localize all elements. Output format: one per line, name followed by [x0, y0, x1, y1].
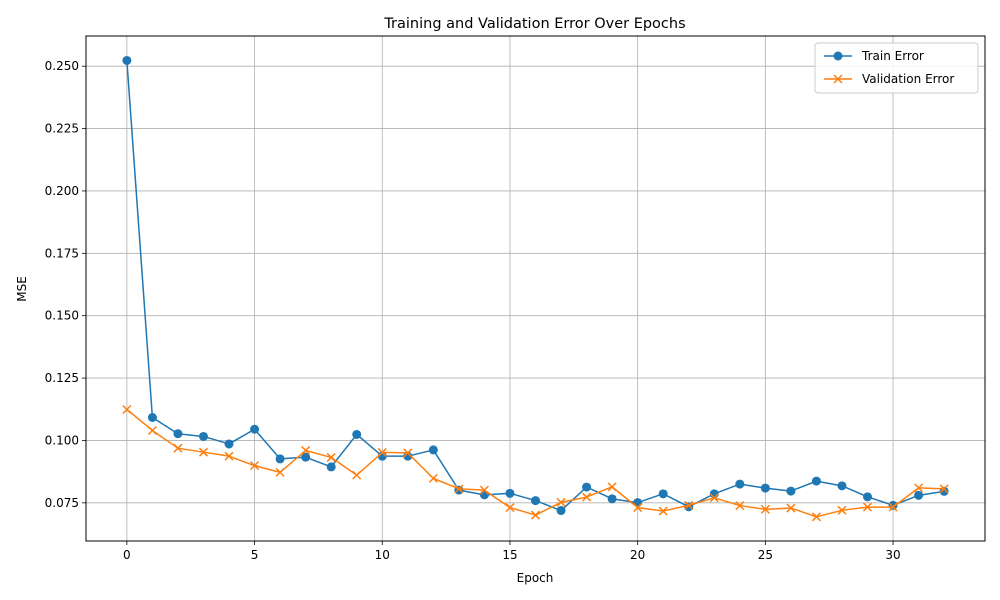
validation-error-point: [735, 501, 745, 511]
x-tick-label: 0: [123, 548, 131, 562]
train-error-point: [428, 445, 438, 455]
train-error-point: [122, 55, 132, 65]
validation-error-point: [530, 510, 541, 520]
train-error-point: [326, 462, 336, 472]
train-error-point: [735, 479, 745, 489]
x-tick-label: 30: [885, 548, 900, 562]
validation-error-point: [837, 505, 847, 515]
validation-error-point: [122, 404, 132, 415]
validation-error-point: [684, 500, 694, 510]
train-error-point: [198, 431, 208, 441]
validation-error-point: [939, 484, 949, 494]
legend-box: [814, 42, 979, 94]
x-tick-label: 25: [758, 548, 773, 562]
series-layer: [122, 55, 949, 522]
validation-error-point: [786, 503, 796, 513]
train-error-point: [914, 490, 924, 500]
train-error-point: [837, 481, 847, 491]
validation-error-point: [633, 503, 643, 513]
y-tick-label: 0.250: [45, 59, 79, 73]
y-tick-label: 0.125: [45, 371, 79, 385]
validation-error-point: [811, 512, 821, 522]
validation-error-point: [888, 502, 898, 512]
validation-error-point: [479, 485, 489, 495]
train-error-point: [403, 451, 413, 461]
train-error-point: [658, 489, 668, 499]
validation-error-point: [147, 425, 157, 435]
validation-error-point: [556, 497, 566, 507]
validation-error-point: [709, 493, 719, 503]
train-error-point: [786, 486, 796, 496]
validation-error-point: [862, 502, 873, 512]
validation-error-point: [275, 467, 285, 477]
plot-frame: [85, 35, 986, 542]
validation-error-point: [250, 461, 260, 471]
x-tick-label: 15: [502, 548, 517, 562]
validation-error-point: [454, 484, 464, 494]
train-error-point: [147, 412, 157, 422]
validation-error-point: [352, 470, 362, 480]
y-tick-label: 0.200: [45, 184, 79, 198]
train-error-point: [811, 476, 821, 486]
ticks: 0 5 10 15 20 25 30 0.075 0.100 0.125 0.150 0.175 0.2…: [45, 59, 901, 562]
validation-error-point: [760, 504, 770, 514]
x-tick-label: 10: [375, 548, 390, 562]
train-error-point: [863, 492, 873, 502]
validation-error-point: [224, 451, 234, 461]
validation-error-point: [914, 483, 924, 493]
train-error-point: [531, 496, 540, 506]
validation-error-point: [505, 503, 515, 513]
train-error-point: [352, 429, 362, 439]
validation-error-point: [582, 492, 592, 502]
legend-train-label: Train Error: [861, 49, 924, 63]
legend-train-marker: [833, 51, 843, 61]
train-error-point: [224, 439, 234, 449]
validation-error-point: [173, 443, 183, 453]
validation-error-point: [301, 445, 311, 455]
x-axis-label: Epoch: [517, 571, 554, 585]
chart-title: Training and Validation Error Over Epoch…: [383, 16, 685, 32]
y-tick-label: 0.175: [45, 246, 79, 260]
y-tick-label: 0.100: [45, 433, 79, 447]
validation-error-point: [326, 452, 336, 462]
x-tick-label: 20: [630, 548, 645, 562]
validation-error-point: [658, 506, 668, 516]
x-tick-label: 5: [251, 548, 259, 562]
validation-error-point: [607, 482, 617, 492]
legend-validation-label: Validation Error: [862, 72, 954, 86]
y-tick-label: 0.150: [45, 309, 79, 323]
train-error-point: [173, 429, 183, 439]
train-error-point: [250, 424, 260, 434]
y-tick-label: 0.225: [45, 122, 79, 136]
validation-error-point: [428, 473, 438, 483]
validation-error-point: [377, 447, 387, 457]
train-error-point: [505, 488, 515, 498]
legend-validation-marker: [833, 74, 843, 84]
train-error-point: [582, 482, 592, 492]
train-error-point: [607, 494, 617, 504]
y-axis-label: MSE: [15, 276, 29, 302]
y-tick-label: 0.075: [45, 496, 79, 510]
train-error-point: [301, 452, 311, 462]
validation-error-point: [403, 448, 413, 458]
train-error-point: [556, 506, 566, 516]
validation-error-point: [198, 447, 209, 457]
train-error-point: [275, 454, 285, 464]
train-error-point: [760, 483, 770, 493]
legend: Train Error Validation Error: [814, 42, 979, 94]
